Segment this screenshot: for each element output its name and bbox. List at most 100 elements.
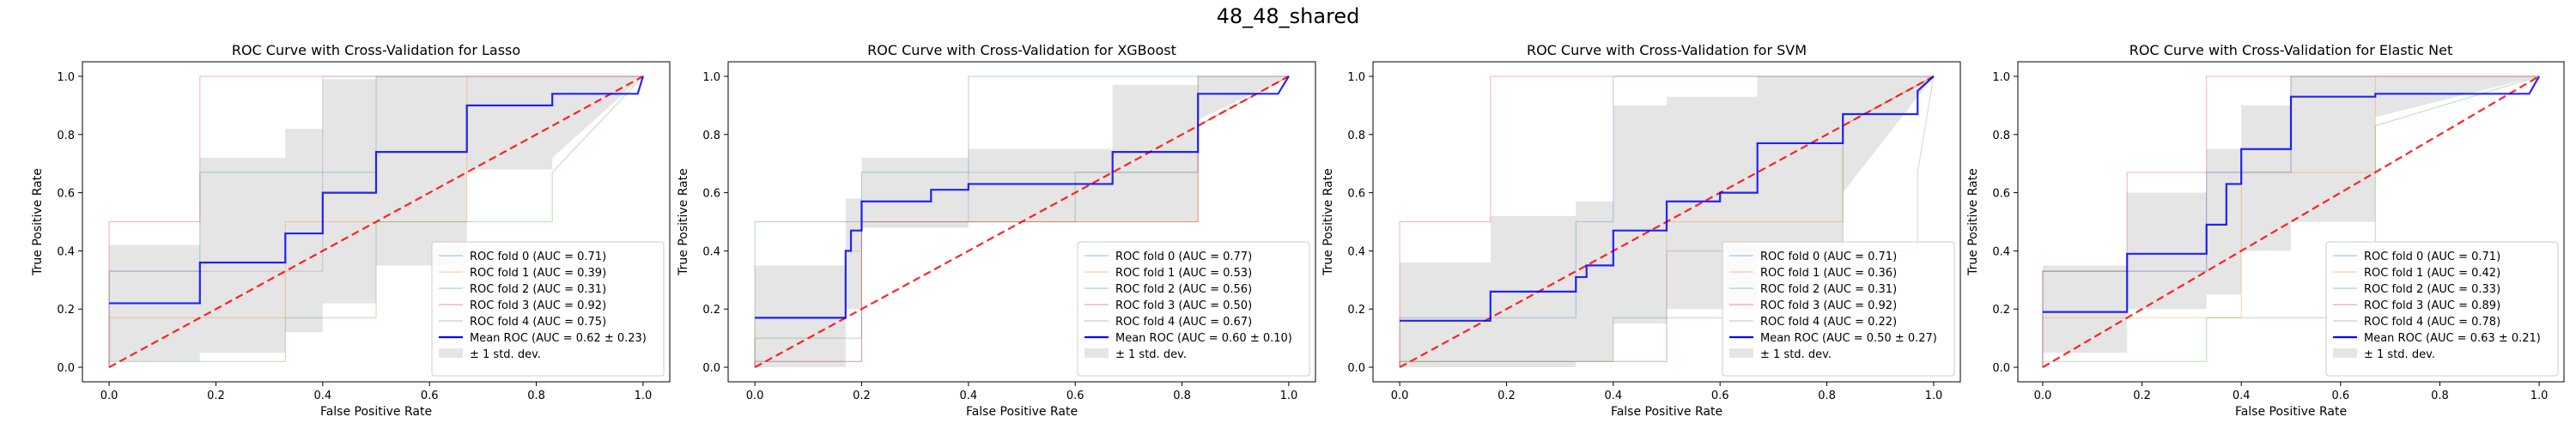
legend-label-fold-3: ROC fold 3 (AUC = 0.92) <box>470 299 606 312</box>
y-tick-label: 1.0 <box>1347 71 1365 84</box>
x-axis-label: False Positive Rate <box>2235 405 2347 419</box>
roc-fold-2-line <box>2042 76 2540 368</box>
y-tick-label: 1.0 <box>57 71 75 84</box>
legend-label-fold-1: ROC fold 1 (AUC = 0.42) <box>2364 267 2500 280</box>
y-tick-label: 0.0 <box>57 362 75 375</box>
figure-suptitle: 48_48_shared <box>1217 4 1360 28</box>
legend-label-fold-3: ROC fold 3 (AUC = 0.92) <box>1760 299 1897 312</box>
roc-fold-3-line <box>2042 76 2540 368</box>
legend-label-fold-2: ROC fold 2 (AUC = 0.31) <box>470 283 606 296</box>
legend-label-fold-4: ROC fold 4 (AUC = 0.78) <box>2364 316 2500 329</box>
y-tick-label: 0.8 <box>1992 130 2010 142</box>
legend-label-fold-0: ROC fold 0 (AUC = 0.71) <box>2364 251 2500 263</box>
roc-fold-3-line <box>1399 76 1934 368</box>
x-tick-label: 0.8 <box>527 390 545 402</box>
std-dev-band <box>109 76 643 362</box>
legend-label-fold-0: ROC fold 0 (AUC = 0.77) <box>1115 251 1252 263</box>
legend-label-mean: Mean ROC (AUC = 0.62 ± 0.23) <box>470 332 647 345</box>
chart-panel-3: 0.0 0.0 0.2 0.2 0.4 0.4 0.6 0.6 0.8 0.8 1.0 1.0 ROC … <box>1966 42 2565 419</box>
y-tick-label: 0.8 <box>1347 130 1365 142</box>
x-tick-label: 0.6 <box>2331 390 2349 402</box>
roc-fold-4-line <box>1399 76 1935 368</box>
x-tick-label: 1.0 <box>1280 390 1298 402</box>
legend-swatch-std <box>1729 348 1753 358</box>
chance-line <box>108 75 644 369</box>
mean-roc-line <box>109 76 644 305</box>
y-tick-label: 0.0 <box>1347 362 1365 375</box>
roc-fold-0-line <box>1399 76 1934 368</box>
x-tick-label: 0.8 <box>1818 390 1836 402</box>
y-tick-label: 0.8 <box>702 130 720 142</box>
x-tick-label: 1.0 <box>635 390 653 402</box>
legend-box <box>431 241 665 377</box>
legend-label-std: ± 1 std. dev. <box>470 348 541 361</box>
chart-legend: ROC fold 0 (AUC = 0.71) ROC fold 1 (AUC =… <box>431 241 665 377</box>
x-tick-label: 0.6 <box>1066 390 1084 402</box>
y-tick-label: 1.0 <box>1992 71 2010 84</box>
x-tick-label: 0.4 <box>2233 390 2251 402</box>
mean-roc-line <box>2042 76 2541 313</box>
y-tick-label: 0.4 <box>57 245 75 258</box>
x-tick-label: 0.0 <box>2034 390 2052 402</box>
x-tick-label: 0.2 <box>853 390 871 402</box>
roc-fold-4-line <box>2042 76 2540 368</box>
legend-box <box>1077 241 1310 377</box>
legend-label-fold-4: ROC fold 4 (AUC = 0.67) <box>1115 316 1252 329</box>
x-tick-label: 0.0 <box>100 390 118 402</box>
x-tick-label: 0.4 <box>1604 390 1622 402</box>
chart-legend: ROC fold 0 (AUC = 0.77) ROC fold 1 (AUC =… <box>1077 241 1310 377</box>
x-axis-label: False Positive Rate <box>320 405 432 419</box>
y-tick-label: 1.0 <box>702 71 720 84</box>
chart-panel-0: 0.0 0.0 0.2 0.2 0.4 0.4 0.6 0.6 0.8 0.8 1.0 1.0 ROC … <box>31 42 671 419</box>
legend-label-mean: Mean ROC (AUC = 0.50 ± 0.27) <box>1760 332 1937 345</box>
mean-roc-line <box>1400 76 1935 322</box>
legend-label-fold-4: ROC fold 4 (AUC = 0.75) <box>470 316 606 329</box>
legend-label-std: ± 1 std. dev. <box>2364 348 2435 361</box>
legend-label-mean: Mean ROC (AUC = 0.63 ± 0.21) <box>2364 332 2541 345</box>
plot-frame <box>727 61 1316 383</box>
legend-box <box>1722 241 1955 377</box>
y-tick-label: 0.4 <box>1347 245 1365 258</box>
y-tick-label: 0.2 <box>57 304 75 317</box>
x-tick-label: 0.2 <box>207 390 225 402</box>
y-tick-label: 0.6 <box>57 188 75 201</box>
roc-fold-0-line <box>754 76 1289 368</box>
y-axis-label: True Positive Rate <box>677 168 690 276</box>
chart-panel-1: 0.0 0.0 0.2 0.2 0.4 0.4 0.6 0.6 0.8 0.8 1.0 1.0 ROC … <box>677 42 1316 419</box>
legend-label-fold-0: ROC fold 0 (AUC = 0.71) <box>470 251 606 263</box>
legend-label-fold-2: ROC fold 2 (AUC = 0.31) <box>1760 283 1897 296</box>
y-tick-label: 0.6 <box>1347 188 1365 201</box>
legend-label-std: ± 1 std. dev. <box>1115 348 1187 361</box>
chart-legend: ROC fold 0 (AUC = 0.71) ROC fold 1 (AUC =… <box>1722 241 1955 377</box>
x-axis-label: False Positive Rate <box>966 405 1078 419</box>
y-axis-label: True Positive Rate <box>31 168 45 276</box>
legend-swatch-std <box>439 348 463 358</box>
x-tick-label: 0.4 <box>959 390 977 402</box>
chart-title: ROC Curve with Cross-Validation for SVM <box>1527 42 1807 58</box>
legend-label-mean: Mean ROC (AUC = 0.60 ± 0.10) <box>1115 332 1292 345</box>
roc-fold-2-line <box>108 76 644 368</box>
legend-swatch-std <box>1084 348 1109 358</box>
legend-label-std: ± 1 std. dev. <box>1760 348 1832 361</box>
roc-fold-0-line <box>108 76 643 368</box>
plot-frame <box>2017 61 2565 383</box>
legend-label-fold-2: ROC fold 2 (AUC = 0.56) <box>1115 283 1252 296</box>
chart-title: ROC Curve with Cross-Validation for XGBo… <box>867 42 1176 58</box>
chart-title: ROC Curve with Cross-Validation for Elas… <box>2129 42 2453 58</box>
chart-panel-2: 0.0 0.0 0.2 0.2 0.4 0.4 0.6 0.6 0.8 0.8 1.0 1.0 ROC … <box>1321 42 1961 419</box>
x-axis-label: False Positive Rate <box>1611 405 1722 419</box>
y-tick-label: 0.4 <box>702 245 720 258</box>
x-tick-label: 0.2 <box>1498 390 1516 402</box>
std-dev-band <box>2042 76 2540 353</box>
legend-label-fold-1: ROC fold 1 (AUC = 0.36) <box>1760 267 1897 280</box>
legend-label-fold-3: ROC fold 3 (AUC = 0.50) <box>1115 299 1252 312</box>
y-tick-label: 0.6 <box>1992 188 2010 201</box>
legend-box <box>2325 241 2559 377</box>
legend-label-fold-3: ROC fold 3 (AUC = 0.89) <box>2364 299 2500 312</box>
legend-label-fold-1: ROC fold 1 (AUC = 0.39) <box>470 267 606 280</box>
x-tick-label: 0.8 <box>2431 390 2449 402</box>
legend-label-fold-1: ROC fold 1 (AUC = 0.53) <box>1115 267 1252 280</box>
x-tick-label: 0.2 <box>2133 390 2151 402</box>
legend-label-fold-2: ROC fold 2 (AUC = 0.33) <box>2364 283 2500 296</box>
